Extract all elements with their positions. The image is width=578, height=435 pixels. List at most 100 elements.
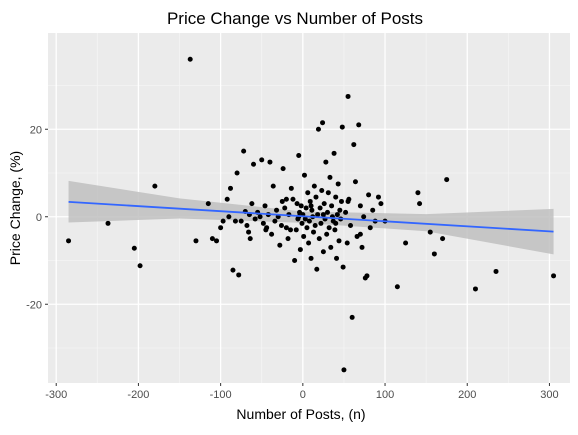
data-point xyxy=(66,238,72,244)
x-tick-label: 200 xyxy=(458,389,476,401)
data-point xyxy=(320,120,326,126)
x-tick-label: 0 xyxy=(300,389,306,401)
data-point xyxy=(292,258,298,263)
data-point xyxy=(269,231,275,237)
data-point xyxy=(187,56,193,62)
data-point xyxy=(263,227,269,233)
data-point xyxy=(334,212,340,218)
data-point xyxy=(352,179,358,185)
data-point xyxy=(415,190,421,196)
data-point xyxy=(357,203,363,209)
data-point xyxy=(105,220,111,226)
data-point xyxy=(290,196,296,202)
data-point xyxy=(339,124,345,130)
data-point xyxy=(315,126,321,132)
data-point xyxy=(331,150,337,156)
y-axis-label: Price Change, (%) xyxy=(7,151,23,265)
data-point xyxy=(318,220,324,226)
data-point xyxy=(444,177,450,183)
data-point xyxy=(193,238,199,244)
data-point xyxy=(375,194,381,200)
trend-line-layer xyxy=(68,200,554,233)
data-point xyxy=(472,286,478,292)
data-point xyxy=(311,229,317,235)
data-point xyxy=(236,272,242,278)
data-point xyxy=(296,153,302,158)
data-point xyxy=(417,201,423,207)
data-point xyxy=(427,229,433,235)
x-tick-label: 300 xyxy=(540,389,558,401)
data-point xyxy=(345,198,351,204)
data-point xyxy=(301,233,307,239)
data-point xyxy=(332,227,338,233)
data-point xyxy=(317,205,323,211)
data-point xyxy=(267,159,273,165)
data-point xyxy=(293,227,299,233)
data-point xyxy=(251,161,257,167)
data-point xyxy=(247,236,253,242)
data-point xyxy=(320,212,326,218)
data-point xyxy=(311,183,317,189)
data-point xyxy=(260,220,266,226)
data-point xyxy=(326,225,332,231)
data-point xyxy=(378,201,384,207)
data-point xyxy=(333,220,339,226)
data-point xyxy=(238,218,244,224)
data-point xyxy=(403,240,409,246)
data-point xyxy=(323,159,329,165)
data-point xyxy=(274,207,280,213)
data-point xyxy=(152,183,158,189)
data-point xyxy=(440,236,446,242)
data-point xyxy=(220,218,226,224)
data-point xyxy=(338,198,344,204)
data-point xyxy=(280,166,286,172)
data-point xyxy=(224,196,230,202)
chart-title: Price Change vs Number of Posts xyxy=(167,9,423,28)
data-point xyxy=(214,238,220,244)
data-point xyxy=(308,203,314,209)
data-point xyxy=(312,223,318,228)
data-point xyxy=(226,214,232,220)
data-point xyxy=(131,245,137,251)
data-point xyxy=(230,267,236,273)
data-point xyxy=(278,223,284,228)
data-point xyxy=(249,201,255,207)
data-point xyxy=(303,205,309,211)
data-point xyxy=(294,201,300,207)
data-point xyxy=(345,93,351,99)
data-point xyxy=(244,223,250,228)
data-point xyxy=(324,231,330,237)
data-point xyxy=(324,209,330,215)
data-point xyxy=(272,218,278,224)
trend-line xyxy=(68,200,554,233)
data-point xyxy=(279,198,285,204)
data-point xyxy=(343,209,349,215)
data-point xyxy=(320,249,326,255)
data-point xyxy=(333,194,339,200)
y-axis: -20 0 20 xyxy=(26,124,48,311)
data-point xyxy=(262,203,268,209)
data-point xyxy=(306,240,312,246)
data-point xyxy=(431,251,437,257)
data-point xyxy=(493,268,499,274)
y-tick-label: 20 xyxy=(30,124,42,136)
x-tick-label: -100 xyxy=(210,389,232,401)
data-point xyxy=(257,214,263,220)
data-point xyxy=(319,188,325,193)
data-point xyxy=(359,244,365,250)
data-point xyxy=(308,255,314,261)
data-point xyxy=(241,148,247,154)
data-point xyxy=(337,207,343,213)
data-point xyxy=(351,142,357,148)
data-point xyxy=(252,216,258,222)
data-point xyxy=(364,273,370,279)
data-point xyxy=(309,207,315,213)
data-point xyxy=(297,247,303,253)
data-point xyxy=(218,225,224,231)
data-point xyxy=(232,218,238,224)
data-point xyxy=(361,214,367,220)
data-point xyxy=(270,183,276,189)
data-point xyxy=(301,172,307,178)
data-point xyxy=(288,185,294,191)
